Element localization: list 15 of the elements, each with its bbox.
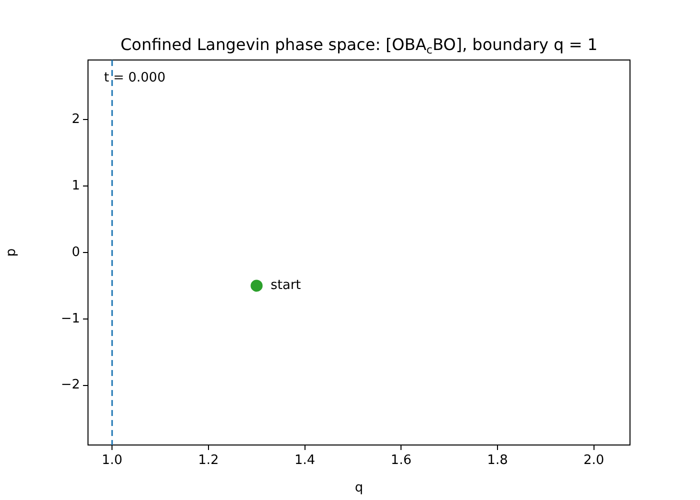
x-tick-label: 2.0 xyxy=(584,453,604,468)
y-tick-label: 0 xyxy=(72,244,80,260)
x-tick-label: 1.6 xyxy=(390,453,412,468)
y-axis-title: p xyxy=(4,248,20,257)
y-tick-label: 2 xyxy=(72,112,80,128)
y-tick-label: 1 xyxy=(72,178,80,194)
x-tick-label: 1.8 xyxy=(487,453,508,468)
annotation: t = 0.000 xyxy=(104,70,166,86)
annotation: start xyxy=(270,278,301,294)
y-tick-label: −2 xyxy=(60,378,80,393)
x-axis-title: q xyxy=(354,480,364,496)
y-tick-label: −1 xyxy=(60,311,80,326)
x-tick-label: 1.2 xyxy=(198,453,219,468)
x-tick-label: 1.0 xyxy=(102,453,122,468)
x-tick-label: 1.4 xyxy=(294,453,316,468)
